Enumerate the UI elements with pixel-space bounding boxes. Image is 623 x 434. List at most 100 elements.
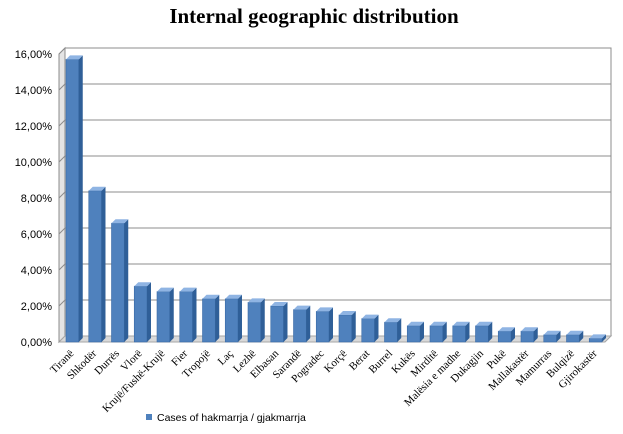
bar bbox=[270, 302, 288, 343]
bar-side bbox=[283, 302, 288, 342]
y-tick-label: 2,00% bbox=[21, 301, 52, 313]
bar-front bbox=[202, 298, 216, 343]
gridline bbox=[58, 299, 611, 307]
bar-side bbox=[465, 321, 470, 342]
bar bbox=[406, 321, 424, 343]
bar bbox=[361, 314, 379, 343]
y-tick-label: 8,00% bbox=[21, 193, 52, 205]
gridline bbox=[58, 263, 611, 271]
bar-top bbox=[202, 294, 220, 299]
bar-top bbox=[361, 314, 379, 319]
bar-front bbox=[224, 298, 239, 343]
bar bbox=[429, 321, 447, 343]
bar-side bbox=[124, 219, 129, 342]
bar-top bbox=[384, 318, 402, 323]
bar-side bbox=[601, 334, 606, 342]
bar bbox=[88, 186, 106, 343]
gridline bbox=[58, 119, 611, 127]
bar-top bbox=[248, 298, 265, 303]
bar-top bbox=[521, 327, 538, 332]
bar-top bbox=[407, 321, 424, 326]
x-tick-label: Korçë bbox=[322, 348, 350, 376]
bar bbox=[566, 330, 584, 343]
bar-side bbox=[237, 294, 242, 342]
bar-side bbox=[374, 314, 379, 342]
bar bbox=[224, 294, 242, 343]
gridline bbox=[58, 83, 611, 91]
y-tick-label: 0,00% bbox=[21, 337, 52, 349]
bar-front bbox=[475, 325, 489, 343]
bar bbox=[338, 311, 356, 343]
x-tick-label: Burrel bbox=[367, 348, 395, 376]
bar-side bbox=[510, 327, 515, 342]
bar bbox=[111, 219, 129, 343]
bar bbox=[315, 307, 333, 343]
bar-side bbox=[306, 305, 311, 342]
bar bbox=[543, 330, 561, 343]
bar-front bbox=[543, 334, 557, 343]
bar-side bbox=[146, 282, 151, 342]
bar-side bbox=[488, 321, 493, 342]
bar-front bbox=[315, 311, 330, 343]
bar bbox=[65, 55, 83, 343]
bar-top bbox=[179, 287, 197, 292]
bar-side bbox=[579, 330, 584, 342]
bar-side bbox=[419, 321, 424, 342]
legend-label: Cases of hakmarrja / gjakmarrja bbox=[157, 412, 306, 424]
bar-side bbox=[533, 327, 538, 342]
bar-top bbox=[589, 334, 606, 339]
bar bbox=[588, 334, 606, 343]
bar-top bbox=[316, 307, 333, 312]
plot-area: 0,00% 2,00% 4,00% 6,00% 8,00% 10,00% 12,00% 14,… bbox=[15, 46, 613, 415]
bar-front bbox=[566, 334, 580, 343]
bar bbox=[156, 287, 174, 343]
bar bbox=[293, 305, 311, 343]
bar-front bbox=[384, 321, 398, 343]
bar-front bbox=[520, 330, 535, 343]
gridline bbox=[58, 227, 611, 235]
bar-top bbox=[475, 321, 493, 326]
bar-front bbox=[133, 285, 148, 343]
bar-side bbox=[556, 330, 561, 342]
bar-top bbox=[157, 287, 174, 292]
y-tick-label: 12,00% bbox=[15, 121, 53, 133]
bar-top bbox=[339, 311, 356, 315]
y-tick-label: 14,00% bbox=[15, 85, 53, 97]
bar-top bbox=[66, 55, 83, 60]
bar bbox=[179, 287, 197, 343]
y-tick-label: 16,00% bbox=[15, 49, 53, 61]
bar-top bbox=[225, 294, 242, 299]
bar-top bbox=[270, 302, 288, 306]
bar-top bbox=[430, 321, 447, 326]
bar bbox=[475, 321, 493, 343]
bar-front bbox=[247, 302, 262, 343]
floor bbox=[57, 335, 613, 343]
bar-front bbox=[111, 222, 125, 343]
bar-side bbox=[442, 321, 447, 342]
bar-top bbox=[566, 330, 584, 335]
bar-side bbox=[215, 294, 220, 342]
bar-top bbox=[498, 327, 515, 332]
chart-title: Internal geographic distribution bbox=[169, 4, 459, 28]
gridline bbox=[58, 191, 611, 199]
bar-side bbox=[78, 55, 83, 343]
bar-side bbox=[397, 318, 402, 342]
bar-side bbox=[192, 287, 197, 342]
bar-top bbox=[293, 305, 311, 310]
bar bbox=[202, 294, 220, 343]
bar bbox=[133, 282, 151, 343]
legend: Cases of hakmarrja / gjakmarrja bbox=[146, 412, 306, 424]
bar-front bbox=[293, 309, 307, 343]
bar-front bbox=[361, 318, 375, 343]
bar-front bbox=[452, 325, 466, 343]
bar bbox=[452, 321, 470, 343]
bar-front bbox=[588, 338, 603, 343]
y-tick-label: 6,00% bbox=[21, 229, 52, 241]
gridline bbox=[58, 155, 611, 163]
bar bbox=[520, 327, 538, 343]
bar-front bbox=[179, 291, 193, 343]
bar-top bbox=[543, 330, 561, 335]
x-tick-label: Durrës bbox=[92, 348, 122, 378]
bar-top bbox=[134, 282, 151, 287]
